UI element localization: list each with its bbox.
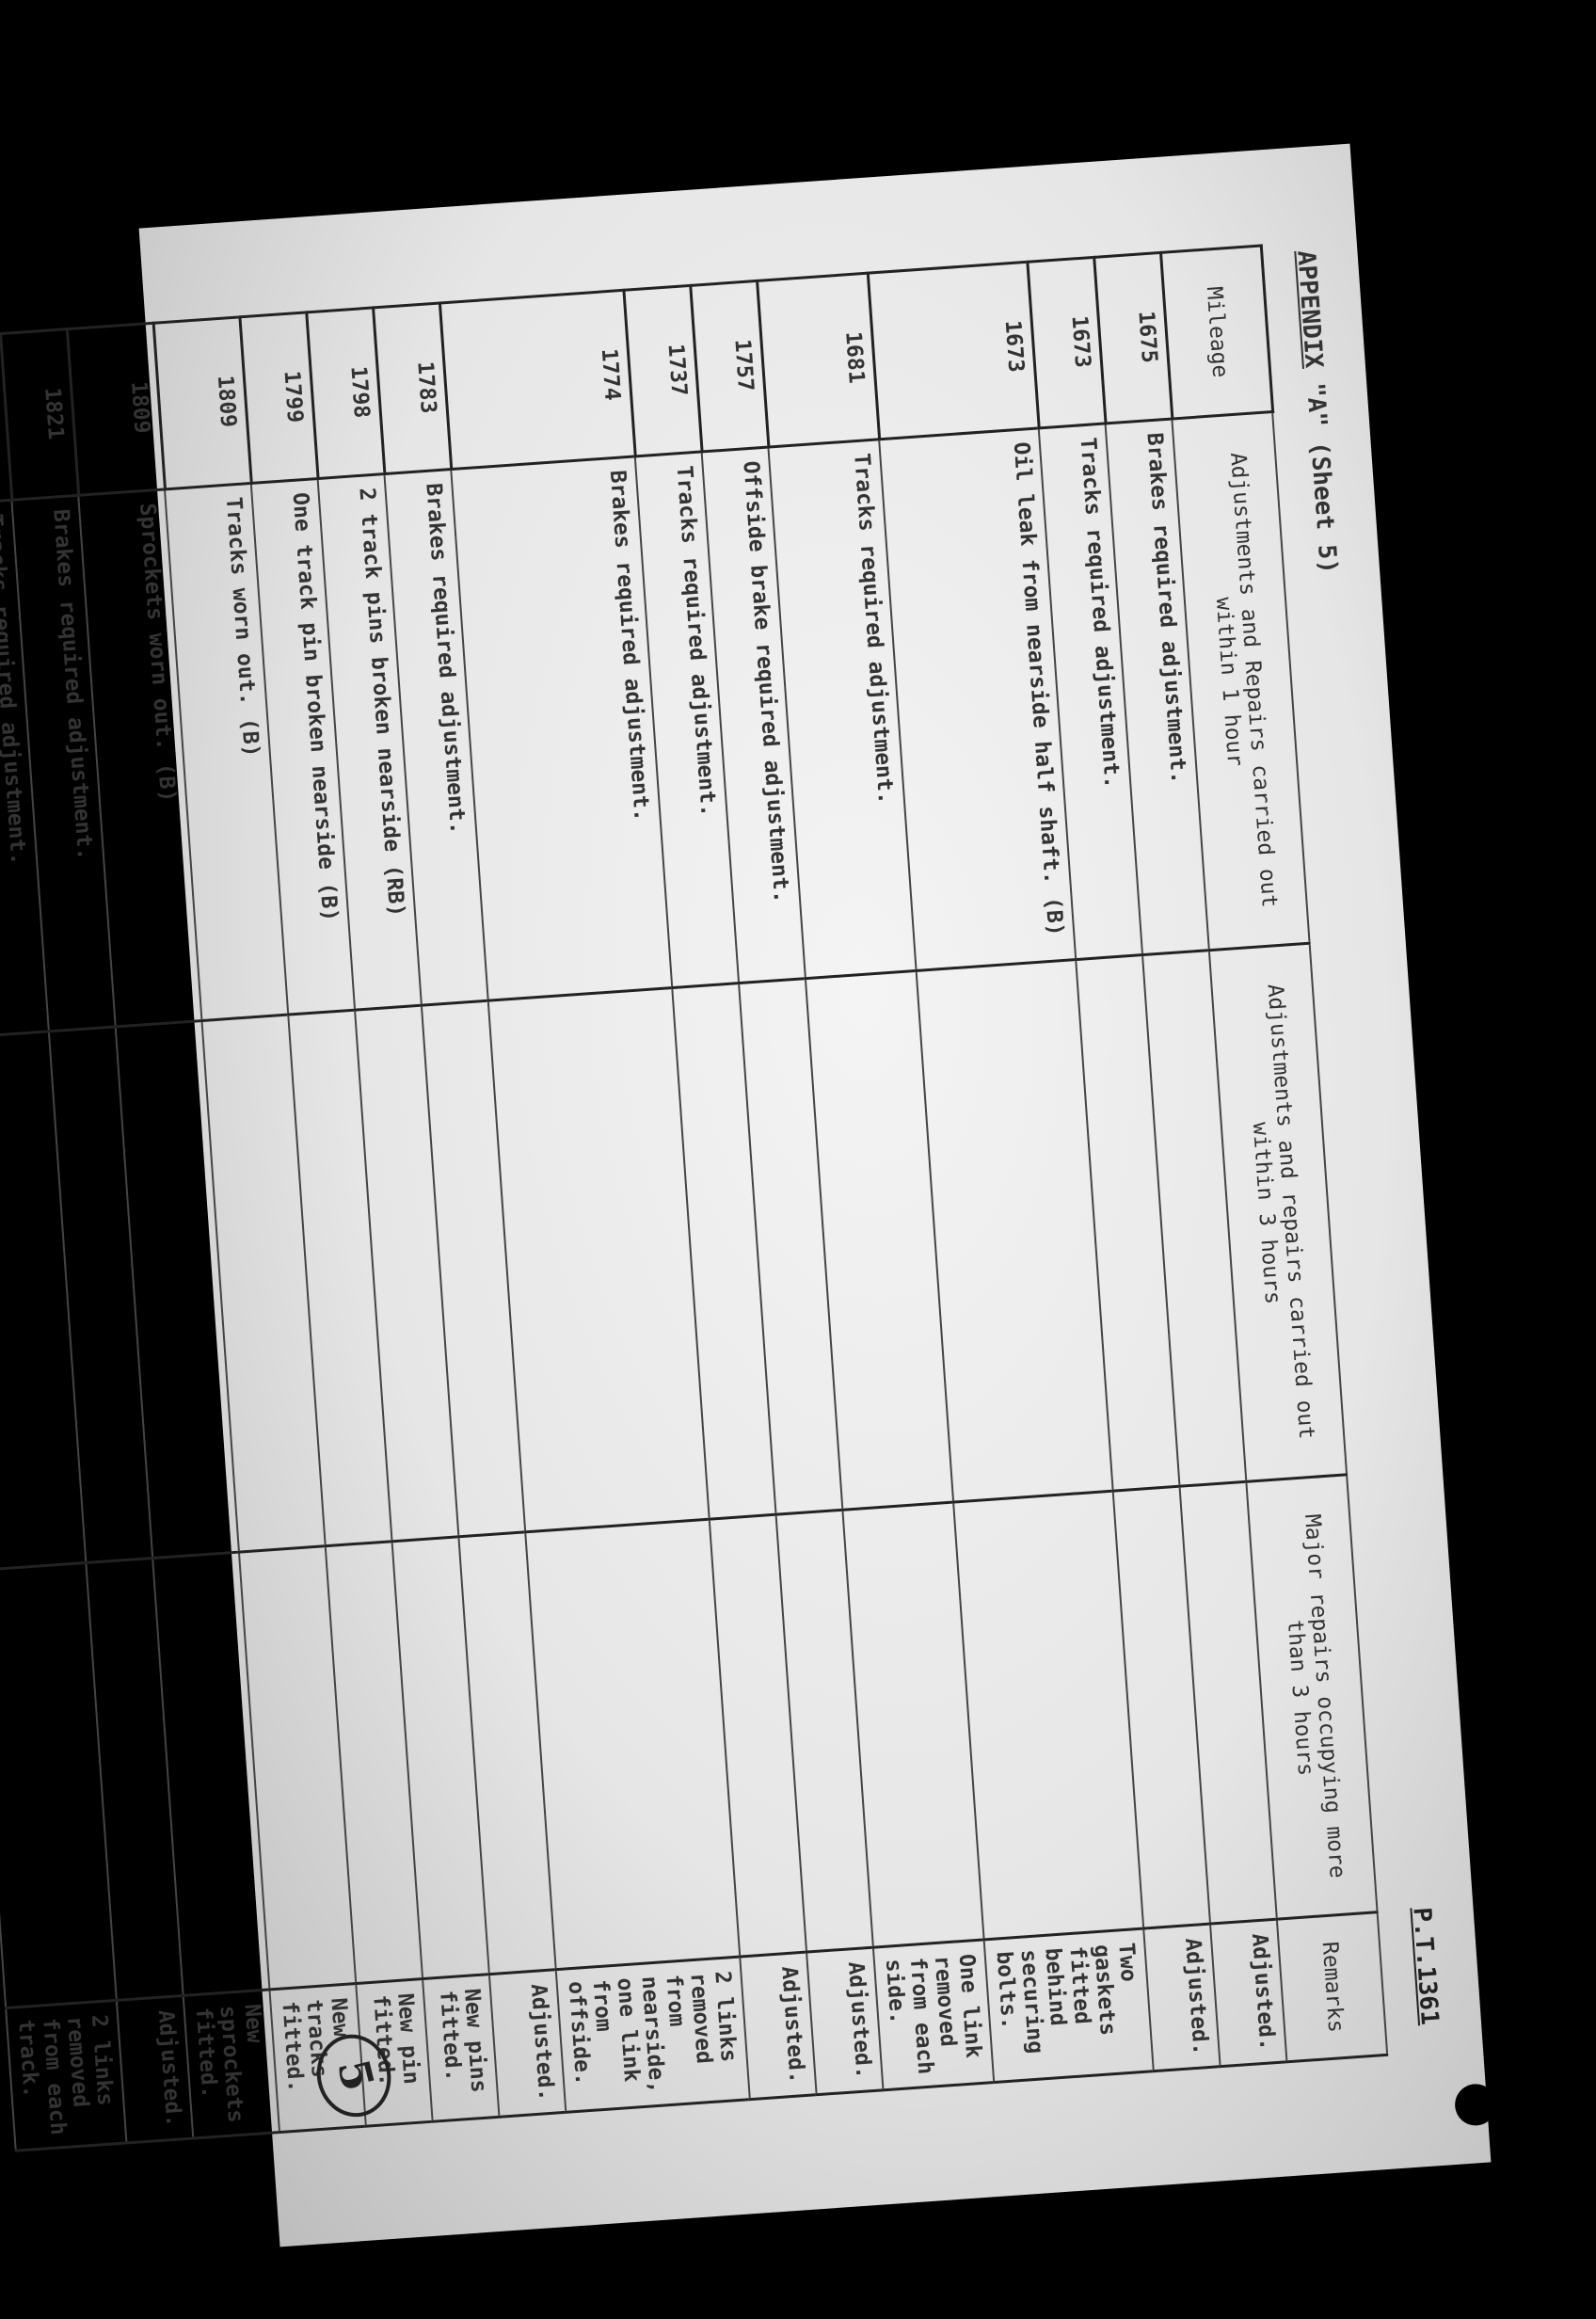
scanned-page: APPENDIX "A" (Sheet 5) P.T.1361 Mileage … bbox=[0, 143, 1498, 2247]
cell-remarks: One link removed from each side. bbox=[873, 1940, 995, 2090]
cell-remarks: Two gaskets fitted behind securing bolts… bbox=[984, 1928, 1155, 2083]
cell-major bbox=[953, 1491, 1144, 1941]
cell-remarks: Adjusted. bbox=[117, 1995, 194, 2143]
cell-within-3-hours bbox=[488, 987, 710, 1532]
cell-remarks: 2 links removed from each track. bbox=[6, 2000, 127, 2151]
cell-remarks: Adjusted. bbox=[489, 1970, 567, 2118]
cell-mileage: 1675 bbox=[1093, 252, 1173, 424]
cell-remarks: New sprockets fitted. bbox=[184, 1990, 280, 2138]
sheet-label: "A" (Sheet 5) bbox=[1301, 381, 1343, 575]
punch-hole bbox=[1453, 2082, 1498, 2127]
cell-remarks: Adjusted. bbox=[740, 1952, 818, 2100]
cell-mileage: 1798 bbox=[306, 307, 385, 479]
cell-mileage: 1809 bbox=[153, 316, 252, 489]
cell-remarks: 2 links removed from nearside, one link … bbox=[556, 1957, 751, 2113]
header-remarks: Remarks bbox=[1277, 1912, 1388, 2062]
cell-mileage: 1821 bbox=[0, 328, 79, 501]
header-mileage: Mileage bbox=[1160, 245, 1273, 419]
cell-mileage: 1757 bbox=[690, 280, 769, 452]
cell-mileage: 1673 bbox=[868, 262, 1040, 440]
cell-remarks: Adjusted. bbox=[1210, 1919, 1287, 2067]
cell-within-1-hour: Brakes required adjustment. bbox=[451, 456, 673, 1001]
reference-number: P.T.1361 bbox=[1407, 1906, 1444, 2026]
cell-mileage: 1809 bbox=[67, 323, 166, 496]
cell-mileage: 1737 bbox=[623, 285, 703, 456]
cell-mileage: 1681 bbox=[757, 273, 880, 447]
cell-mileage: 1783 bbox=[373, 302, 452, 474]
cell-mileage: 1799 bbox=[239, 312, 319, 484]
appendix-label: APPENDIX bbox=[1291, 249, 1328, 370]
cell-mileage: 1774 bbox=[439, 290, 636, 470]
cell-major bbox=[525, 1519, 741, 1971]
cell-mileage: 1673 bbox=[1027, 257, 1107, 428]
cell-remarks: Adjusted. bbox=[1143, 1924, 1221, 2071]
cell-remarks: New pins fitted. bbox=[423, 1974, 500, 2122]
cell-remarks: Adjusted. bbox=[806, 1947, 884, 2095]
repairs-table: Mileage Adjustments and Repairs carried … bbox=[0, 244, 1389, 2151]
appendix-title: APPENDIX "A" (Sheet 5) bbox=[1291, 249, 1342, 575]
